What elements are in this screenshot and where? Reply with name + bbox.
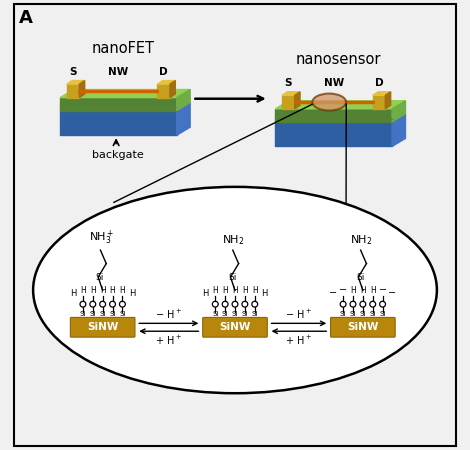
Text: Si: Si	[232, 311, 238, 317]
Polygon shape	[67, 81, 85, 84]
Polygon shape	[177, 99, 190, 111]
Polygon shape	[392, 114, 406, 147]
Text: Si: Si	[242, 311, 248, 317]
Text: Si: Si	[90, 311, 96, 317]
Polygon shape	[282, 92, 300, 95]
Polygon shape	[60, 108, 177, 111]
Polygon shape	[282, 95, 295, 109]
Text: S: S	[69, 67, 77, 77]
Text: H: H	[80, 287, 86, 296]
Text: SiNW: SiNW	[219, 322, 251, 332]
Polygon shape	[170, 81, 175, 98]
Text: H: H	[202, 289, 209, 298]
Text: Si: Si	[110, 311, 116, 317]
Text: −: −	[388, 288, 397, 298]
Text: Si: Si	[360, 311, 366, 317]
Polygon shape	[275, 109, 392, 119]
Ellipse shape	[313, 94, 346, 111]
Text: Si: Si	[96, 274, 104, 283]
Polygon shape	[157, 81, 175, 84]
Polygon shape	[295, 92, 300, 109]
Text: Si: Si	[119, 311, 125, 317]
Text: −: −	[339, 285, 347, 296]
Polygon shape	[373, 92, 391, 95]
Polygon shape	[177, 103, 190, 135]
Text: backgate: backgate	[93, 150, 144, 160]
Text: nanoFET: nanoFET	[91, 41, 154, 56]
Text: H: H	[360, 287, 366, 296]
Text: H: H	[70, 289, 76, 298]
Polygon shape	[60, 99, 190, 108]
Polygon shape	[373, 95, 385, 109]
Text: −: −	[329, 288, 337, 298]
FancyBboxPatch shape	[203, 317, 267, 337]
Polygon shape	[392, 111, 406, 122]
Polygon shape	[275, 114, 406, 122]
Text: H: H	[100, 287, 106, 296]
Text: H: H	[242, 287, 248, 296]
Text: $-$ H$^+$: $-$ H$^+$	[285, 308, 313, 321]
Text: H: H	[350, 287, 356, 296]
Text: Si: Si	[340, 311, 346, 317]
Polygon shape	[275, 122, 392, 147]
Polygon shape	[275, 119, 392, 122]
Text: NH$_2$: NH$_2$	[222, 233, 245, 247]
Text: H: H	[261, 289, 268, 298]
Text: Si: Si	[212, 311, 219, 317]
Text: SiNW: SiNW	[347, 322, 378, 332]
Text: NW: NW	[323, 78, 344, 88]
Text: H: H	[370, 287, 376, 296]
Text: H: H	[252, 287, 258, 296]
Text: H: H	[90, 287, 96, 296]
Text: H: H	[232, 287, 238, 296]
Polygon shape	[60, 98, 177, 108]
Polygon shape	[60, 103, 190, 111]
Text: $-$ H$^+$: $-$ H$^+$	[156, 308, 182, 321]
Text: Si: Si	[222, 311, 228, 317]
Text: −: −	[378, 285, 387, 296]
FancyBboxPatch shape	[330, 317, 395, 337]
Text: D: D	[159, 67, 168, 77]
Text: D: D	[375, 78, 384, 88]
Text: H: H	[110, 287, 116, 296]
Text: nanosensor: nanosensor	[296, 52, 381, 67]
Polygon shape	[60, 90, 190, 98]
Text: Si: Si	[369, 311, 376, 317]
Text: Si: Si	[100, 311, 106, 317]
Text: H: H	[222, 287, 228, 296]
Text: H: H	[129, 289, 135, 298]
Text: Si: Si	[251, 311, 258, 317]
Text: S: S	[285, 78, 292, 88]
Text: SiNW: SiNW	[87, 322, 118, 332]
Text: Si: Si	[356, 274, 364, 283]
Text: $+$ H$^+$: $+$ H$^+$	[156, 333, 182, 346]
Text: H: H	[212, 287, 218, 296]
Text: Si: Si	[228, 274, 236, 283]
Polygon shape	[385, 92, 391, 109]
Text: $+$ H$^+$: $+$ H$^+$	[285, 333, 313, 346]
Text: Si: Si	[80, 311, 86, 317]
Polygon shape	[67, 84, 79, 98]
Polygon shape	[275, 101, 406, 109]
Text: H: H	[119, 287, 125, 296]
Text: A: A	[19, 9, 32, 27]
Text: NH$_2$: NH$_2$	[350, 233, 373, 247]
Text: NW: NW	[108, 67, 128, 77]
Polygon shape	[79, 81, 85, 98]
Polygon shape	[157, 84, 170, 98]
Polygon shape	[275, 111, 406, 119]
Polygon shape	[60, 111, 177, 135]
Polygon shape	[177, 90, 190, 108]
Ellipse shape	[33, 187, 437, 393]
Text: Si: Si	[350, 311, 356, 317]
Text: NH$_3^+$: NH$_3^+$	[88, 228, 114, 247]
Text: Si: Si	[379, 311, 386, 317]
Polygon shape	[392, 101, 406, 119]
FancyBboxPatch shape	[70, 317, 135, 337]
